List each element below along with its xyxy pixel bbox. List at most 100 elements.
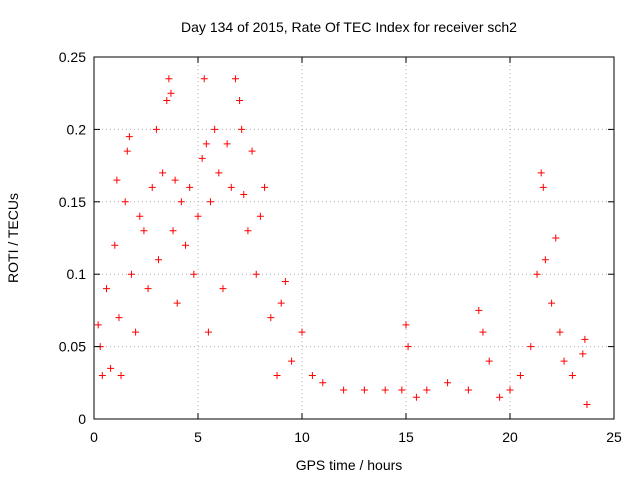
data-point (136, 212, 144, 220)
data-point (537, 169, 545, 177)
data-point (423, 386, 431, 394)
x-tick-label: 25 (606, 429, 622, 445)
data-point (202, 140, 210, 148)
data-point (111, 241, 119, 249)
data-point (583, 401, 591, 409)
data-point (248, 147, 256, 155)
data-point (404, 343, 412, 351)
data-point (102, 285, 110, 293)
data-point (238, 125, 246, 133)
data-point (117, 372, 125, 380)
y-tick-label: 0 (78, 411, 86, 427)
data-point (167, 89, 175, 97)
data-point (581, 335, 589, 343)
data-point (198, 154, 206, 162)
data-point (240, 191, 248, 199)
data-point (485, 357, 493, 365)
y-tick-label: 0.2 (67, 121, 87, 137)
y-tick-label: 0.1 (67, 266, 87, 282)
data-point (186, 183, 194, 191)
data-point (173, 299, 181, 307)
x-tick-label: 10 (294, 429, 310, 445)
data-point (132, 328, 140, 336)
data-point (144, 285, 152, 293)
data-point (506, 386, 514, 394)
data-point (552, 234, 560, 242)
data-point (548, 299, 556, 307)
data-point (140, 227, 148, 235)
data-point (298, 328, 306, 336)
data-point (177, 198, 185, 206)
data-point (204, 328, 212, 336)
data-point (94, 321, 102, 329)
data-point (115, 314, 123, 322)
data-point (527, 343, 535, 351)
x-tick-label: 0 (90, 429, 98, 445)
data-point (398, 386, 406, 394)
data-point (261, 183, 269, 191)
data-point (159, 169, 167, 177)
data-point (496, 393, 504, 401)
data-point (475, 306, 483, 314)
data-point (171, 176, 179, 184)
grid-lines (94, 57, 614, 419)
data-point (163, 96, 171, 104)
data-point (121, 198, 129, 206)
data-point (206, 198, 214, 206)
data-point (444, 379, 452, 387)
data-points (94, 75, 591, 409)
data-point (190, 270, 198, 278)
data-point (281, 277, 289, 285)
data-point (539, 183, 547, 191)
data-point (288, 357, 296, 365)
data-point (152, 125, 160, 133)
data-point (533, 270, 541, 278)
y-tick-label: 0.15 (59, 194, 86, 210)
data-point (516, 372, 524, 380)
plot-frame (93, 56, 615, 420)
x-axis-label: GPS time / hours (296, 457, 403, 473)
data-point (154, 256, 162, 264)
y-axis-ticks: 0 0.05 0.1 0.15 0.2 0.25 (59, 49, 614, 427)
data-point (267, 314, 275, 322)
data-point (219, 285, 227, 293)
data-point (479, 328, 487, 336)
data-point (98, 372, 106, 380)
data-point (256, 212, 264, 220)
x-tick-label: 20 (502, 429, 518, 445)
data-point (215, 169, 223, 177)
data-point (252, 270, 260, 278)
data-point (319, 379, 327, 387)
data-point (231, 75, 239, 83)
chart-title: Day 134 of 2015, Rate Of TEC Index for r… (181, 19, 517, 35)
data-point (223, 140, 231, 148)
y-tick-label: 0.25 (59, 49, 86, 65)
data-point (123, 147, 131, 155)
x-tick-label: 5 (194, 429, 202, 445)
data-point (340, 386, 348, 394)
data-point (556, 328, 564, 336)
data-point (308, 372, 316, 380)
data-point (211, 125, 219, 133)
x-axis-ticks: 0 5 10 15 20 25 (90, 57, 622, 445)
data-point (169, 227, 177, 235)
data-point (125, 133, 133, 141)
data-point (402, 321, 410, 329)
data-point (236, 96, 244, 104)
data-point (148, 183, 156, 191)
data-point (277, 299, 285, 307)
data-point (107, 364, 115, 372)
data-point (273, 372, 281, 380)
y-tick-label: 0.05 (59, 339, 86, 355)
data-point (560, 357, 568, 365)
data-point (200, 75, 208, 83)
data-point (227, 183, 235, 191)
data-point (113, 176, 121, 184)
data-point (412, 393, 420, 401)
data-point (568, 372, 576, 380)
data-point (360, 386, 368, 394)
data-point (182, 241, 190, 249)
data-point (464, 386, 472, 394)
x-tick-label: 15 (398, 429, 414, 445)
data-point (165, 75, 173, 83)
